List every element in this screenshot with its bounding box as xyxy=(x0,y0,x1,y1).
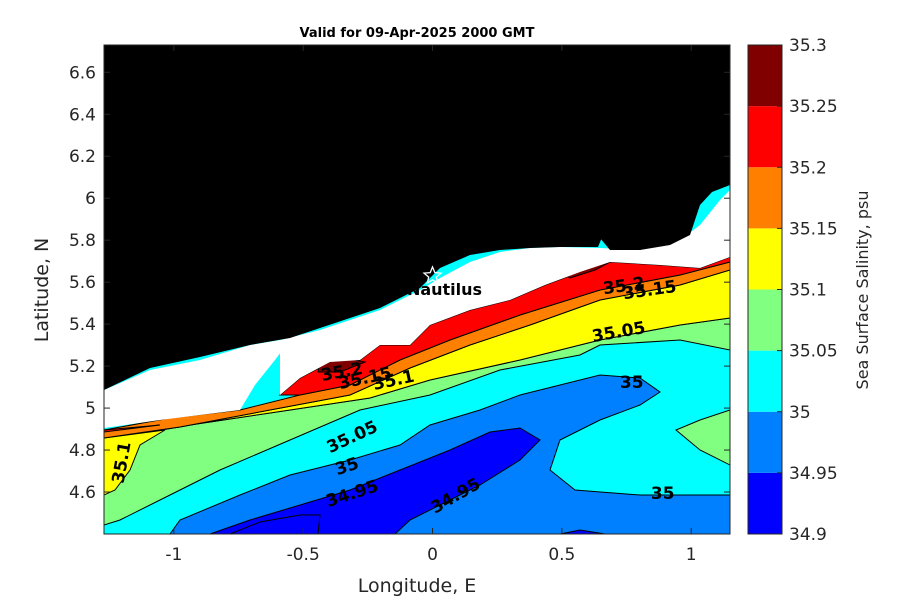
land-mask xyxy=(104,45,730,390)
y-tick-label: 5.8 xyxy=(69,231,96,251)
colorbar-swatch xyxy=(748,289,782,351)
salinity-band-34.9-inner xyxy=(229,514,321,534)
y-tick-label: 6 xyxy=(85,189,96,209)
y-tick-label: 4.8 xyxy=(69,441,96,461)
colorbar-tick-label: 34.95 xyxy=(789,464,838,484)
x-tick-label: 1 xyxy=(686,545,697,565)
y-tick-label: 4.6 xyxy=(69,483,96,503)
nodata-coastal-strip xyxy=(104,340,290,428)
y-axis: 4.6 4.8 5 5.2 5.4 5.6 5.8 6 6.2 6.4 6.6 xyxy=(69,63,730,503)
x-tick-label: -1 xyxy=(165,545,182,565)
y-tick-label: 6.2 xyxy=(69,147,96,167)
colorbar-swatch xyxy=(748,228,782,290)
colorbar-swatch xyxy=(748,45,782,107)
colorbar: 34.9 34.95 35 35.05 35.1 35.15 35.2 35.25 35.3 xyxy=(747,36,838,545)
colorbar-swatch xyxy=(748,106,782,168)
site-label: Nautilus xyxy=(407,280,482,299)
colorbar-swatch xyxy=(748,350,782,412)
x-tick-label: -0.5 xyxy=(287,545,320,565)
x-tick-label: 0.5 xyxy=(548,545,575,565)
salinity-band-34.9 xyxy=(209,427,541,534)
colorbar-tick-label: 35.2 xyxy=(789,158,827,178)
y-tick-label: 6.4 xyxy=(69,105,96,125)
y-tick-label: 6.6 xyxy=(69,63,96,83)
colorbar-tick-label: 35 xyxy=(789,403,811,423)
salinity-band-35.2 xyxy=(104,424,161,433)
y-axis-label: Latitude, N xyxy=(31,238,53,343)
colorbar-tick-label: 35.3 xyxy=(789,36,827,56)
contour-label: 35 xyxy=(620,373,644,393)
colorbar-tick-label: 35.1 xyxy=(789,281,827,301)
colorbar-swatch xyxy=(748,472,782,534)
colorbar-tick-label: 35.25 xyxy=(789,97,838,117)
y-tick-label: 5 xyxy=(85,399,96,419)
salinity-band-34.9-south xyxy=(559,529,606,534)
x-axis-label: Longitude, E xyxy=(358,575,477,597)
colorbar-tick-label: 35.15 xyxy=(789,219,838,239)
plot-frame xyxy=(103,44,731,535)
y-tick-label: 5.2 xyxy=(69,357,96,377)
plot-area: 35.235.1535.135.235.1535.053535.053534.9… xyxy=(104,45,730,534)
y-tick-label: 5.6 xyxy=(69,273,96,293)
colorbar-tick-label: 34.9 xyxy=(789,525,827,545)
colorbar-label: Sea Surface Salinity, psu xyxy=(853,191,872,390)
chart-title: Valid for 09-Apr-2025 2000 GMT xyxy=(300,26,535,41)
colorbar-swatch xyxy=(748,167,782,229)
salinity-band-35.1-left-patch xyxy=(104,429,166,496)
contour-label: 35 xyxy=(651,484,675,504)
nautilus-site-marker: Nautilus xyxy=(407,265,482,299)
y-tick-label: 5.4 xyxy=(69,315,96,335)
nodata-coastal-strip-2 xyxy=(280,190,730,395)
x-tick-label: 0 xyxy=(427,545,438,565)
colorbar-tick-label: 35.05 xyxy=(789,342,838,362)
colorbar-swatch xyxy=(748,411,782,473)
x-axis: -1 -0.5 0 0.5 1 xyxy=(165,45,697,565)
star-icon xyxy=(422,265,443,285)
salinity-band-35.05-right-patch xyxy=(675,409,730,466)
